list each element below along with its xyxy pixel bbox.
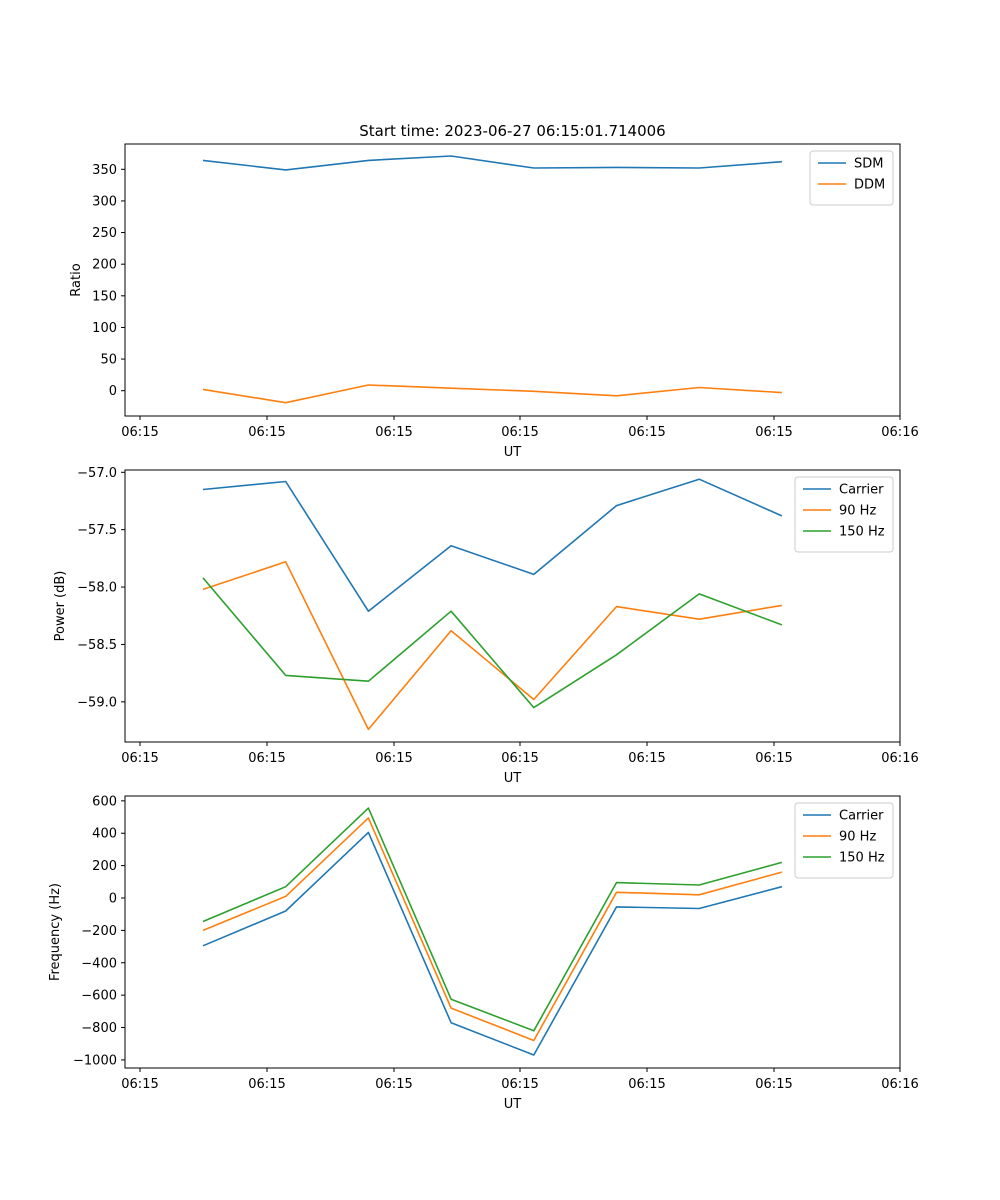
power-legend-label-carrier: Carrier [839, 483, 884, 498]
ratio-xlabel: UT [504, 445, 522, 460]
ratio-xtick-label: 06:15 [248, 425, 285, 440]
power-ytick-label: −57.5 [77, 523, 117, 538]
power-ytick-label: −59.0 [77, 695, 117, 710]
power-ytick-label: −57.0 [77, 466, 117, 481]
ratio-legend-label-ddm: DDM [854, 178, 885, 193]
frequency-xlabel: UT [504, 1097, 522, 1112]
ratio-xtick-label: 06:15 [755, 425, 792, 440]
ratio-legend [809, 150, 894, 206]
power-xlabel: UT [504, 771, 522, 786]
power-xtick-label: 06:15 [248, 751, 285, 766]
frequency-series-carrier-line [202, 831, 783, 1056]
frequency-ytick-label: 400 [92, 827, 117, 842]
frequency-xtick-label: 06:15 [375, 1077, 412, 1092]
power-xtick-label: 06:15 [501, 751, 538, 766]
power-series-90-hz-line [202, 560, 783, 731]
frequency-legend [794, 802, 894, 879]
power-series-150-hz-line [202, 577, 783, 709]
frequency-legend-label-carrier: Carrier [839, 809, 884, 824]
frequency-ytick-label: 200 [92, 859, 117, 874]
frequency-series-150-hz-line [202, 807, 783, 1032]
power-ytick-label: −58.5 [77, 638, 117, 653]
power-legend-label-90-hz: 90 Hz [839, 504, 876, 519]
ratio-xtick-label: 06:15 [375, 425, 412, 440]
frequency-panel: 06:15 06:15 06:15 06:15 06:15 06:15 06:16 −1000… [48, 794, 919, 1112]
frequency-xtick-label: 06:15 [755, 1077, 792, 1092]
frequency-series-90-hz-line [202, 817, 783, 1042]
frequency-xtick-label: 06:15 [501, 1077, 538, 1092]
ratio-xtick-label: 06:15 [121, 425, 158, 440]
frequency-ylabel: Frequency (Hz) [48, 883, 63, 981]
power-xtick-label: 06:15 [628, 751, 665, 766]
ratio-series-ddm-line [202, 384, 782, 404]
ratio-ytick-label: 150 [92, 289, 117, 304]
ratio-xtick-label: 06:15 [501, 425, 538, 440]
frequency-ytick-label: −200 [81, 924, 117, 939]
frequency-ytick-label: 600 [92, 794, 117, 809]
ratio-ytick-label: 200 [92, 258, 117, 273]
ratio-ytick-label: 50 [100, 353, 117, 368]
ratio-ytick-label: 250 [92, 226, 117, 241]
power-series-carrier-line [202, 478, 783, 613]
power-panel: 06:15 06:15 06:15 06:15 06:15 06:15 06:16 −59.0… [53, 466, 919, 786]
frequency-xtick-label: 06:15 [248, 1077, 285, 1092]
frequency-ytick-label: −1000 [73, 1053, 117, 1068]
power-legend [794, 476, 894, 553]
frequency-axes-frame [124, 795, 901, 1069]
ratio-legend-label-sdm: SDM [854, 157, 883, 172]
power-xtick-label: 06:16 [881, 751, 918, 766]
frequency-legend-label-90-hz: 90 Hz [839, 830, 876, 845]
ratio-xtick-label: 06:16 [881, 425, 918, 440]
ratio-panel: 06:15 06:15 06:15 06:15 06:15 06:15 06:16 0 50 10… [69, 143, 919, 460]
frequency-ytick-label: −600 [81, 989, 117, 1004]
power-ytick-label: −58.0 [77, 581, 117, 596]
frequency-legend-label-150-hz: 150 Hz [839, 851, 885, 866]
frequency-xtick-label: 06:16 [881, 1077, 918, 1092]
ratio-series-sdm-line [202, 155, 782, 171]
power-ylabel: Power (dB) [53, 571, 68, 642]
ratio-ytick-label: 350 [92, 163, 117, 178]
figure-title: Start time: 2023-06-27 06:15:01.714006 [359, 122, 665, 140]
ratio-ytick-label: 0 [109, 384, 117, 399]
power-xtick-label: 06:15 [121, 751, 158, 766]
frequency-ytick-label: −400 [81, 956, 117, 971]
frequency-ytick-label: 0 [109, 892, 117, 907]
power-legend-label-150-hz: 150 Hz [839, 525, 885, 540]
ratio-ylabel: Ratio [69, 263, 84, 296]
ratio-ytick-label: 300 [92, 194, 117, 209]
frequency-ytick-label: −800 [81, 1021, 117, 1036]
frequency-xtick-label: 06:15 [121, 1077, 158, 1092]
ratio-xtick-label: 06:15 [628, 425, 665, 440]
power-xtick-label: 06:15 [755, 751, 792, 766]
ratio-ytick-label: 100 [92, 321, 117, 336]
frequency-xtick-label: 06:15 [628, 1077, 665, 1092]
power-axes-frame [124, 469, 901, 743]
ratio-axes-frame [124, 143, 901, 417]
power-xtick-label: 06:15 [375, 751, 412, 766]
